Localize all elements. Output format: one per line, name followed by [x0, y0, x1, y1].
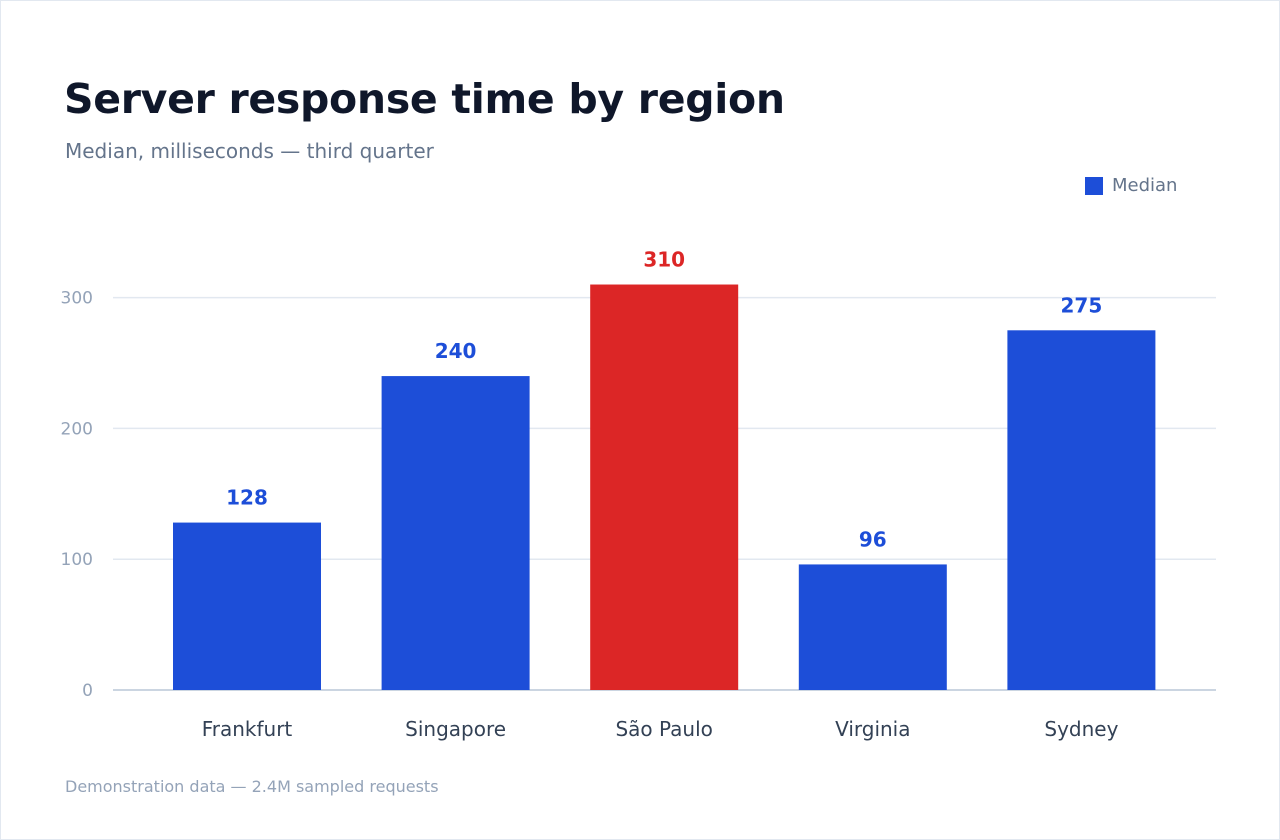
y-tick-label: 200	[61, 419, 93, 439]
y-axis-ticks: 0 100 200 300	[61, 289, 93, 701]
footnote: Demonstration data — 2.4M sampled reques…	[65, 777, 439, 796]
bar	[173, 522, 321, 690]
y-tick-label: 100	[61, 550, 93, 570]
data-label: 128	[226, 486, 268, 510]
bar	[798, 564, 947, 690]
data-label: 275	[1061, 293, 1103, 317]
x-tick-label: Sydney	[1044, 717, 1118, 741]
data-label: 310	[643, 248, 685, 272]
chart-legend: Median	[1085, 175, 1177, 196]
bar	[590, 284, 739, 690]
y-tick-label: 300	[61, 289, 93, 309]
chart-subtitle: Median, milliseconds — third quarter	[65, 139, 434, 163]
x-tick-label: São Paulo	[615, 717, 712, 741]
legend-label: Median	[1112, 175, 1178, 196]
x-tick-label: Singapore	[405, 717, 506, 741]
chart-title: Server response time by region	[64, 75, 785, 123]
bar	[1007, 330, 1156, 690]
x-axis-ticks: Frankfurt Singapore São Paulo Virginia Sydne…	[202, 717, 1119, 741]
data-labels: 128 240 310 96 275	[226, 248, 1102, 552]
data-label: 240	[435, 339, 477, 363]
x-tick-label: Frankfurt	[202, 717, 293, 741]
y-tick-label: 0	[82, 681, 93, 701]
bars	[173, 284, 1156, 690]
legend-swatch	[1085, 176, 1103, 195]
bar	[381, 376, 530, 690]
data-label: 96	[859, 527, 887, 551]
x-tick-label: Virginia	[835, 717, 910, 741]
